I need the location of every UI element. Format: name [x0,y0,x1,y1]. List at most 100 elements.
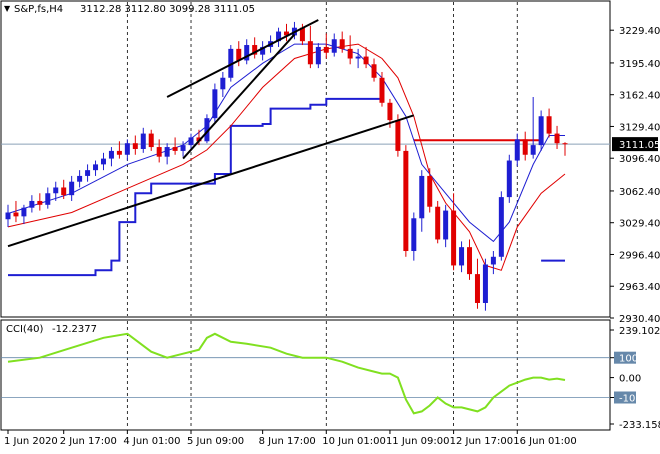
candle-body [427,175,433,207]
cci-line [7,332,566,415]
y-tick-label: 2996.40 [619,250,660,261]
x-tick-label: 12 Jun 17:00 [450,436,514,447]
candle-body [443,210,449,240]
candle-body [188,137,194,146]
x-tick-label: 4 Jun 01:00 [123,436,180,447]
candle-body [100,158,106,165]
candle-body [522,139,528,155]
candle-body [61,187,67,196]
candle-body [5,212,11,220]
x-tick-label: 10 Jun 01:00 [322,436,386,447]
candle-body [140,133,146,149]
x-tick-label: 11 Jun 09:00 [386,436,450,447]
candle-body [403,150,409,252]
candle-body [53,187,59,194]
candle-body [116,150,122,155]
candle-body [315,46,321,65]
candle-body [514,139,520,161]
candle-body [411,218,417,252]
cci-tick-label: 100 [619,354,638,365]
candle-body [379,77,385,103]
chart-header-arrow: ▼ [4,4,11,13]
x-tick-label: 16 Jun 01:00 [513,436,577,447]
y-tick-label: 3162.40 [619,91,660,102]
candle-body [236,48,242,61]
y-tick-label: 3195.40 [619,59,660,70]
candle-body [260,46,266,55]
candle-body [108,150,114,159]
cci-tick-label: 0.00 [619,374,641,385]
y-tick-label: 3229.40 [619,26,660,37]
trend-line [7,114,415,248]
candle-body [347,48,353,59]
x-tick-label: 1 Jun 2020 [4,436,58,447]
candle-body [13,212,19,217]
candle-body [530,145,536,155]
candle-body [204,118,210,142]
candle-body [538,116,544,146]
candle-body [37,200,43,205]
ohlc-label: 3112.28 3112.80 3099.28 3111.05 [80,4,255,15]
y-tick-label: 2930.40 [619,314,660,325]
candle-body [419,175,425,219]
y-tick-label: 3129.40 [619,122,660,133]
cci-label: CCI(40) [6,324,44,335]
current-price-label: 3111.05 [619,140,660,151]
cci-level-label-box [614,391,636,404]
slow-moving-average-line [7,43,566,271]
candle-body [85,170,91,176]
candle-body [228,48,234,78]
candle-body [45,193,51,205]
x-tick-label: 2 Jun 17:00 [60,436,117,447]
candle-body [546,116,552,134]
cci-tick-label: -233.1583 [619,420,660,431]
candle-body [156,147,162,157]
candle-body [474,274,480,303]
candle-body [196,137,202,142]
candle-body [132,143,138,149]
candle-body [252,45,258,55]
y-tick-label: 2963.40 [619,282,660,293]
candle-body [451,210,457,266]
candle-body [220,77,226,90]
candle-body [482,264,488,303]
candle-body [180,145,186,151]
candle-body [69,181,75,196]
y-tick-label: 3029.40 [619,219,660,230]
candle-body [276,31,282,42]
candle-body [395,120,401,151]
cci-panel-frame [0,319,611,431]
candle-body [299,27,305,42]
candle-body [339,39,345,49]
candle-body [506,160,512,198]
candle-body [93,164,99,171]
trend-line [182,33,296,160]
candle-body [490,256,496,265]
cci-tick-label: -100 [619,393,642,404]
main-panel-frame [0,0,611,318]
candle-body [164,147,170,157]
candle-body [331,39,337,53]
candle-body [323,46,329,53]
x-tick-label: 8 Jun 17:00 [259,436,316,447]
candle-body [467,247,473,275]
candle-body [387,102,393,121]
cci-value-label: -12.2377 [52,324,97,335]
cci-tick-label: 239.1027 [619,326,660,337]
candle-body [21,207,27,217]
candle-body [172,147,178,151]
candle-body [29,200,35,208]
fast-moving-average-line [7,43,565,243]
candle-body [562,143,568,145]
candle-body [284,31,289,36]
candle-body [554,133,560,144]
candle-body [355,56,361,59]
candle-body [435,206,441,240]
y-tick-label: 3096.40 [619,154,660,165]
y-tick-label: 3062.40 [619,187,660,198]
cci-level-label-box [614,351,636,364]
current-price-box [612,137,658,152]
candle-body [212,89,218,119]
